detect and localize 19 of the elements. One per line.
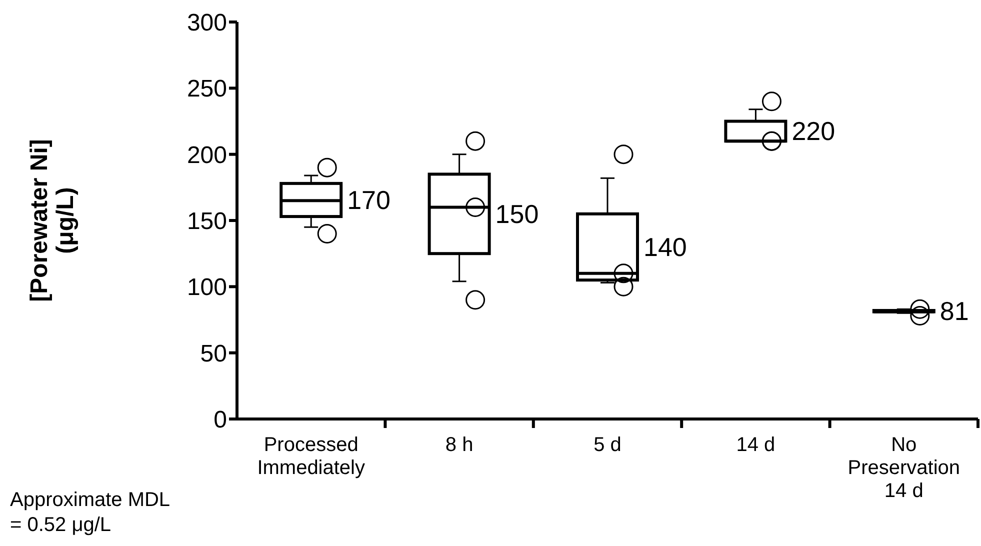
y-tick-label: 150	[186, 208, 227, 236]
annotation: 170	[347, 184, 390, 215]
annotation: 81	[940, 296, 969, 326]
y-tick-label: 0	[214, 406, 227, 434]
y-axis-title: [Porewater Ni] (μg/L)	[26, 139, 80, 302]
annotation: 140	[644, 232, 687, 262]
text: Approximate MDL = 0.52 μg/L	[10, 488, 170, 538]
y-tick-label: 200	[186, 142, 227, 169]
annotation: 150	[495, 198, 539, 229]
x-tick-label: 5 d	[594, 434, 622, 456]
x-tick-label: No Preservation 14 d	[848, 434, 960, 502]
x-tick-label: 14 d	[736, 434, 776, 456]
annotation: 220	[792, 116, 836, 146]
x-tick-label: 8 h	[445, 434, 474, 456]
y-tick-label: 300	[186, 10, 227, 37]
y-tick-label: 50	[200, 340, 227, 368]
y-tick-label: 250	[186, 76, 227, 103]
y-tick-label: 100	[186, 274, 227, 302]
x-tick-label: Processed Immediately	[257, 434, 366, 479]
